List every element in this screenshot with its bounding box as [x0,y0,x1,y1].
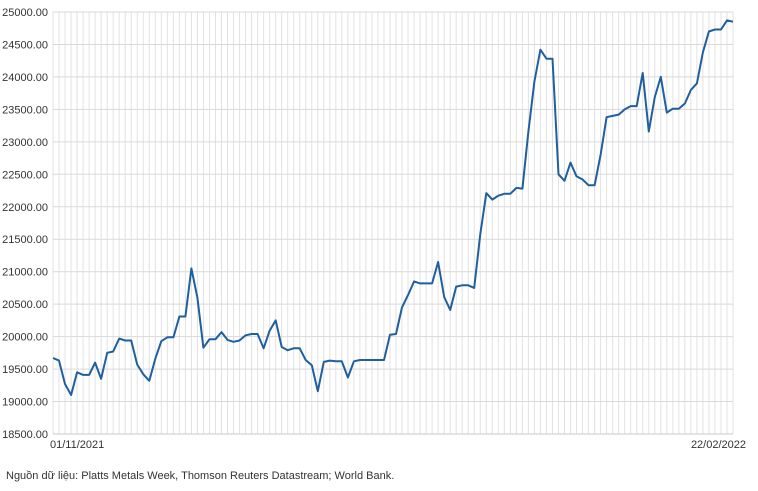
horizontal-gridlines [53,11,733,435]
y-tick-label: 21500.00 [2,234,48,246]
y-tick-label: 22500.00 [2,169,48,181]
y-tick-label: 21000.00 [2,267,48,279]
y-tick-label: 20500.00 [2,299,48,311]
y-tick-label: 23500.00 [2,104,48,116]
vertical-gridlines [52,12,734,434]
series-line [52,19,734,396]
y-tick-label: 20000.00 [2,332,48,344]
x-axis-end-label: 22/02/2022 [691,439,746,451]
y-tick-label: 19500.00 [2,364,48,376]
line-chart: 18500.00 19000.00 19500.00 20000.00 20500.00… [2,7,746,451]
y-axis-tick-labels: 18500.00 19000.00 19500.00 20000.00 20500.00… [2,7,48,441]
y-tick-label: 18500.00 [2,429,48,441]
y-tick-label: 22000.00 [2,202,48,214]
x-axis-start-label: 01/11/2021 [50,439,104,451]
y-tick-label: 25000.00 [2,7,48,19]
y-tick-label: 23000.00 [2,137,48,149]
data-source-note: Nguồn dữ liệu: Platts Metals Week, Thoms… [6,470,395,482]
y-tick-label: 19000.00 [2,397,48,409]
y-tick-label: 24500.00 [2,39,48,51]
y-tick-label: 24000.00 [2,72,48,84]
